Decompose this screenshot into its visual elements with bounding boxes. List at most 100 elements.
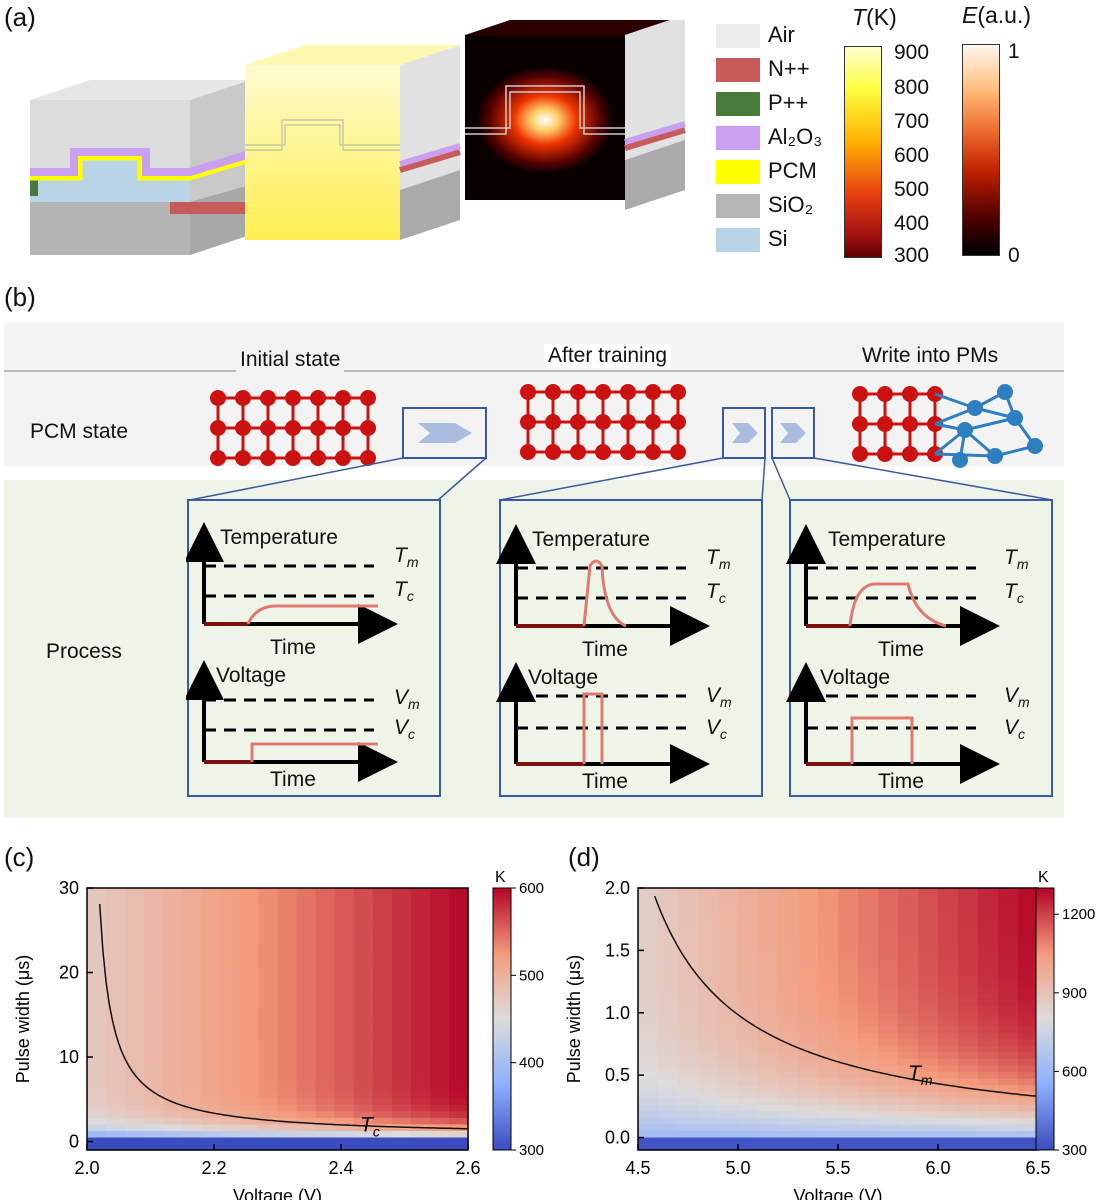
heatmap-cell (163, 1071, 183, 1079)
heatmap-cell (334, 1123, 355, 1131)
heatmap-cell (429, 901, 450, 909)
heatmap-cell (163, 940, 183, 948)
electric-field-block (465, 20, 686, 210)
heatmap-cell (353, 1012, 374, 1020)
heatmap-cell (353, 1005, 374, 1014)
heatmap-cell (718, 1025, 739, 1033)
vc-symbol: V (1004, 716, 1019, 739)
heatmap-cell (838, 1110, 859, 1118)
heatmap-cell (220, 901, 240, 909)
heatmap-cell (938, 966, 959, 974)
legend-swatch (716, 228, 760, 252)
heatmap-cell (220, 1038, 240, 1046)
heatmap-cell (277, 966, 298, 974)
heatmap-cell (778, 1117, 799, 1125)
heatmap-cell (818, 999, 839, 1007)
heatmap-cell (448, 1051, 469, 1059)
heatmap-cell (938, 1091, 959, 1099)
heatmap-cell (838, 1038, 859, 1046)
heatmap-cell (898, 901, 919, 909)
heatmap-cell (938, 894, 959, 902)
heatmap-cell (125, 1045, 145, 1053)
heatmap-cell (678, 986, 699, 994)
heatmap-cell (798, 1123, 819, 1131)
heatmap-cell (638, 1051, 659, 1059)
heatmap-cell (334, 992, 355, 1000)
heatmap-cell (372, 1136, 393, 1145)
heatmap-cell (678, 920, 699, 928)
heatmap-cell (698, 992, 719, 1000)
y-tick-label: 1.5 (605, 940, 630, 960)
heatmap-cell (898, 1058, 919, 1066)
heatmap-cell (258, 999, 279, 1007)
heatmap-cell (738, 1130, 759, 1138)
heatmap-cell (220, 986, 240, 994)
heatmap-cell (277, 914, 298, 922)
heatmap-cell (410, 907, 431, 915)
heatmap-cell (698, 1012, 719, 1020)
heatmap-cell (858, 901, 879, 909)
heatmap-cell (778, 1032, 799, 1040)
heatmap-cell (201, 894, 221, 902)
heatmap-cell (698, 979, 719, 987)
voltage-label: Voltage (216, 664, 287, 687)
heatmap-cell (239, 1091, 260, 1099)
heatmap-cell (758, 1045, 779, 1053)
heatmap-cell (372, 1084, 393, 1092)
heatmap-cell (448, 1005, 469, 1014)
heatmap-cell (638, 960, 659, 968)
heatmap-cell (638, 940, 659, 948)
heatmap-cell (678, 933, 699, 941)
heatmap-cell (448, 1104, 469, 1112)
heatmap-cell (258, 1077, 279, 1086)
heatmap-cell (758, 1019, 779, 1027)
vm-label: Vm (706, 684, 732, 710)
heatmap-cell (918, 933, 939, 941)
heatmap-cell (978, 1091, 999, 1099)
heatmap-cell (738, 907, 759, 915)
heatmap-cells (87, 888, 469, 1151)
heatmap-cell (1018, 1091, 1039, 1099)
x-tick-label: 5.0 (725, 1158, 750, 1178)
heatmap-cell (838, 914, 859, 922)
heatmap-cell (87, 1058, 107, 1066)
heatmap-cell (239, 1136, 260, 1145)
heatmap-cell (958, 979, 979, 987)
heatmap-cell (1018, 901, 1039, 909)
heatmap-cell (838, 1097, 859, 1105)
heatmap-cell (334, 907, 355, 915)
heatmap-cell (239, 1025, 260, 1033)
heatmap-cell (163, 1104, 183, 1112)
colorbar-tick-label: 300 (519, 1142, 544, 1159)
heatmap-cell (391, 979, 412, 987)
heatmap-cell (182, 1058, 202, 1066)
heatmap-cell (201, 1143, 221, 1151)
tc-label: Tc (1004, 580, 1024, 606)
heatmap-cell (163, 1058, 183, 1066)
heatmap-cell (838, 992, 859, 1000)
heatmap-cell (858, 1038, 879, 1046)
heatmap-cell (258, 888, 279, 896)
heatmap-cell (315, 1136, 336, 1145)
heatmap-cell (220, 999, 240, 1007)
heatmap-cell (758, 914, 779, 922)
heatmap-cell (898, 986, 919, 994)
heatmap-cell (125, 907, 145, 915)
time-label: Time (270, 768, 316, 791)
heatmap-cell (858, 1005, 879, 1014)
heatmap-cell (239, 1077, 260, 1086)
tc-label: Tc (706, 580, 726, 606)
heatmap-cell (429, 973, 450, 981)
heatmap-cell (201, 920, 221, 928)
heatmap-cell (391, 888, 412, 896)
heatmap-cell (201, 1038, 221, 1046)
heatmap-cell (658, 1005, 679, 1014)
heatmap-cell (798, 992, 819, 1000)
heatmap-cell (429, 953, 450, 961)
row-label-process: Process (46, 640, 122, 663)
heatmap-cell (125, 888, 145, 896)
heatmap-cell (738, 940, 759, 948)
heatmap-cell (818, 1058, 839, 1066)
heatmap-cell (998, 1117, 1019, 1125)
heatmap-cell (878, 946, 899, 955)
